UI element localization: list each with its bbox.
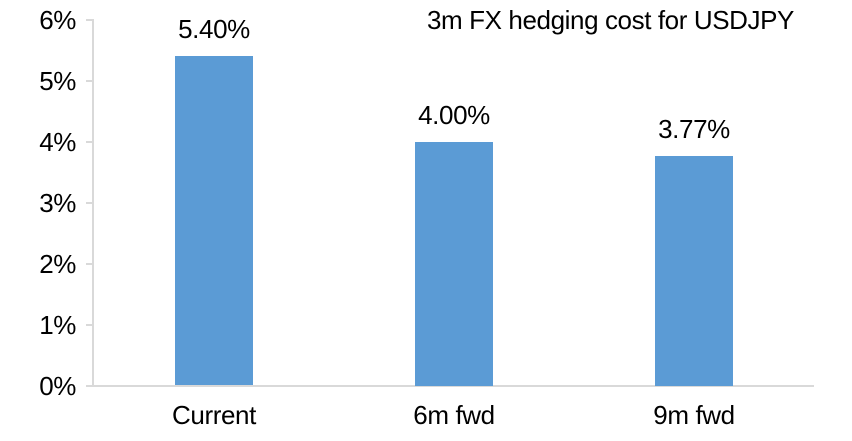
bar-value-label: 4.00% [418,100,490,130]
bar-9m-fwd [655,156,733,386]
y-tick-label: 5% [39,66,76,96]
y-tick-mark [86,141,94,143]
chart-title: 3m FX hedging cost for USDJPY [427,5,794,35]
x-category-label-6m-fwd: 6m fwd [413,400,495,430]
y-tick-mark [86,324,94,326]
x-axis-line [92,385,814,387]
y-tick-mark [86,202,94,204]
y-tick-label: 4% [39,127,76,157]
y-tick-mark [86,80,94,82]
y-tick-label: 2% [39,249,76,279]
x-category-label-current: Current [172,400,256,430]
y-tick-mark [86,385,94,387]
y-tick-label: 6% [39,5,76,35]
x-category-label-9m-fwd: 9m fwd [653,400,735,430]
y-tick-mark [86,19,94,21]
bar-value-label: 5.40% [178,14,250,44]
y-tick-label: 3% [39,188,76,218]
y-tick-mark [86,263,94,265]
bar-6m-fwd [415,142,493,386]
bar-value-label: 3.77% [658,114,730,144]
y-tick-label: 1% [39,310,76,340]
bar-current [175,56,253,385]
y-tick-label: 0% [39,371,76,401]
